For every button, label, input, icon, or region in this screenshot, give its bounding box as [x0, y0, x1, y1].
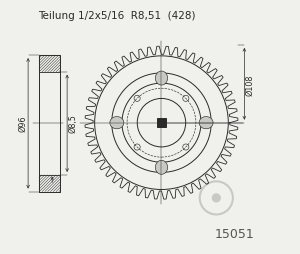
Polygon shape [155, 72, 168, 86]
Circle shape [212, 194, 221, 203]
Polygon shape [199, 117, 213, 129]
Polygon shape [155, 161, 168, 175]
Text: Teilung 1/2x5/16  R8,51  (428): Teilung 1/2x5/16 R8,51 (428) [38, 11, 195, 21]
Bar [39, 72, 60, 175]
Text: 15051: 15051 [214, 227, 254, 240]
Text: Ø8,5: Ø8,5 [68, 114, 77, 133]
Bar [157, 119, 166, 128]
Polygon shape [110, 117, 124, 129]
Text: Ø108: Ø108 [245, 74, 254, 96]
Text: Ø96: Ø96 [18, 115, 27, 131]
